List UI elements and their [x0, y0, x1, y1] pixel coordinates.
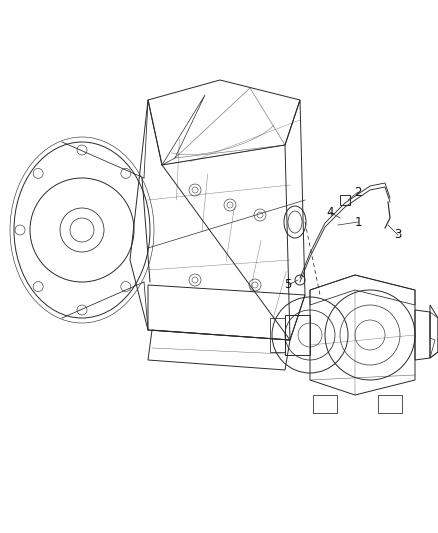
Text: 2: 2 [354, 185, 362, 198]
Text: 5: 5 [284, 279, 292, 292]
Text: 3: 3 [394, 229, 402, 241]
Text: 1: 1 [354, 215, 362, 229]
Text: 4: 4 [326, 206, 334, 219]
